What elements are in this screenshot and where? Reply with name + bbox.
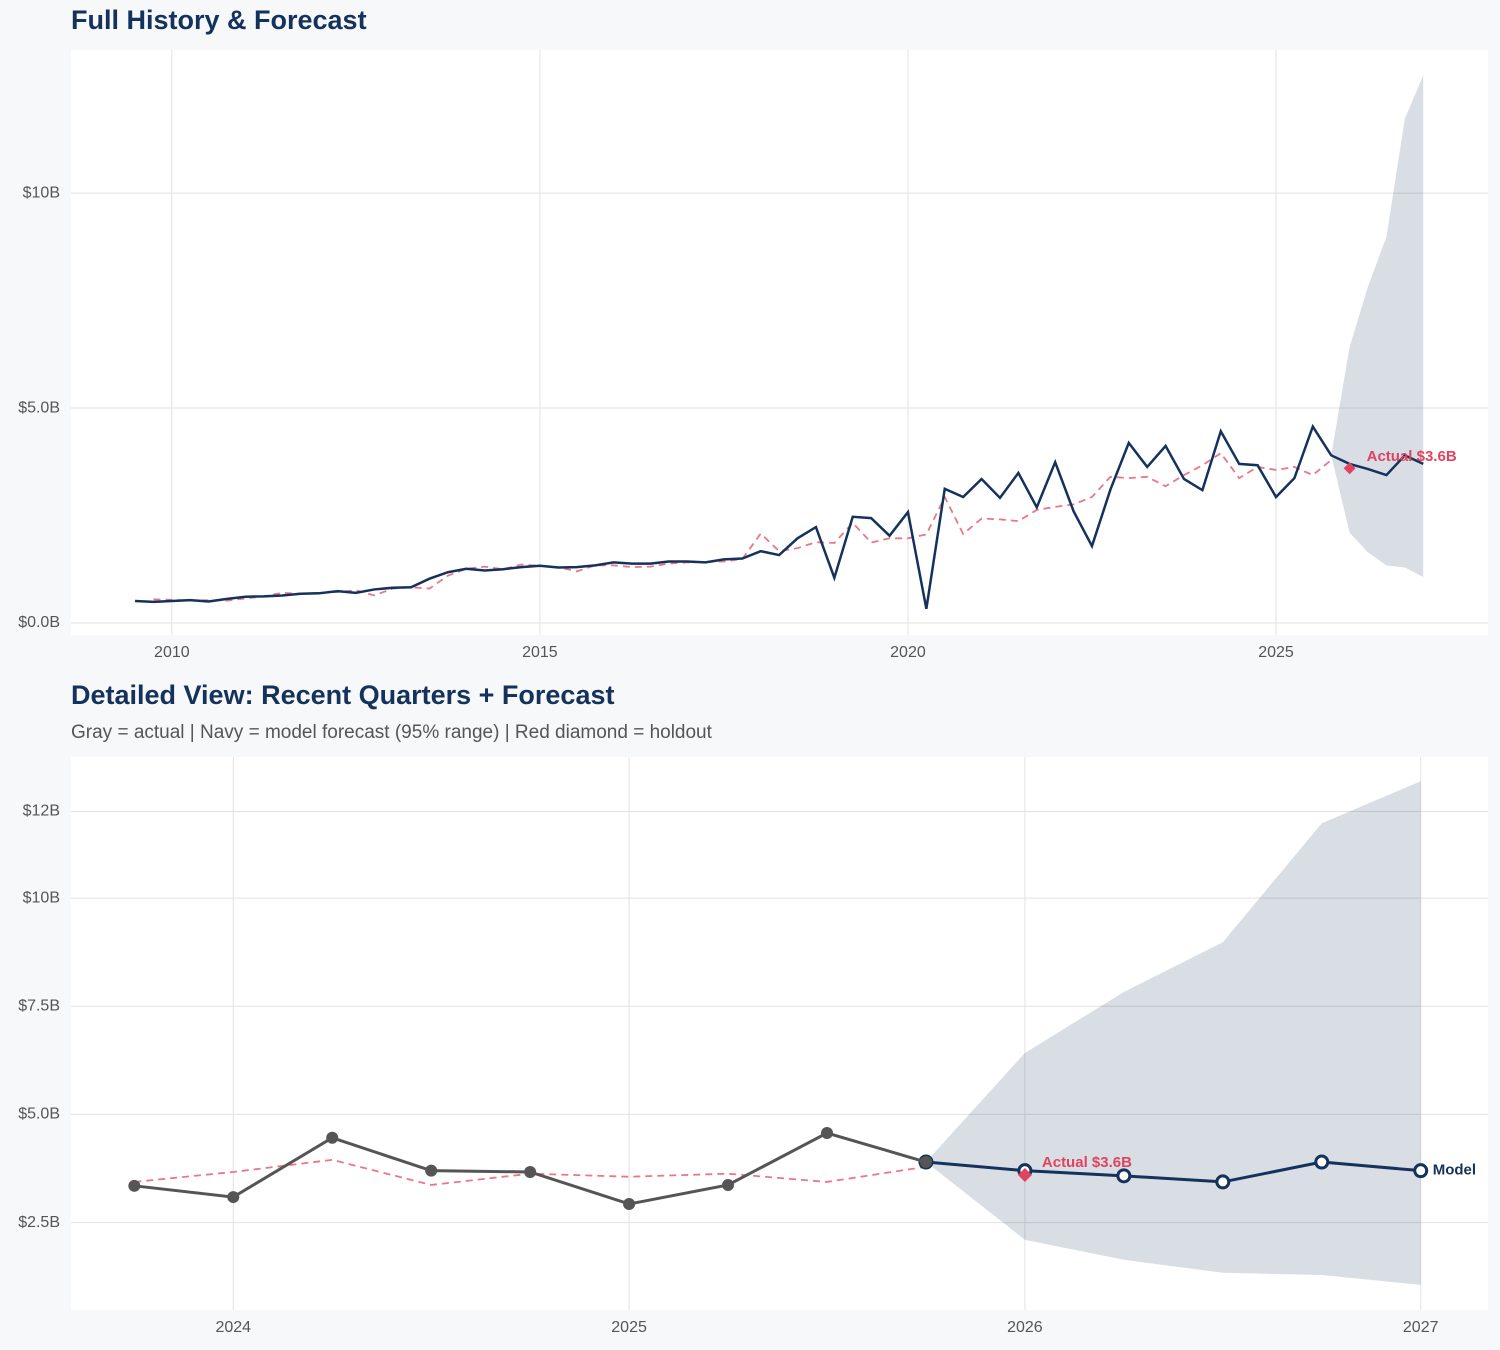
x-tick-label: 2024 [215, 1319, 251, 1336]
point-marker [820, 1127, 833, 1140]
point-marker [326, 1131, 339, 1144]
series-line [925, 1160, 1421, 1184]
y-tick-label: $12B [23, 803, 60, 820]
point-marker [1116, 1168, 1132, 1184]
y-tick-label: $10B [23, 889, 60, 906]
series-end-label: Model [1433, 1162, 1476, 1179]
point-marker [524, 1165, 537, 1178]
point-marker [623, 1197, 636, 1210]
y-tick-label: $2.5B [18, 1214, 60, 1231]
chart-title: Full History & Forecast [71, 5, 367, 35]
holdout-label: Actual $3.6B [1042, 1154, 1132, 1171]
point-marker [1413, 1163, 1429, 1179]
fitted-line [153, 451, 1332, 602]
holdout-label: Actual $3.6B [1367, 448, 1457, 465]
y-tick-label: $10B [23, 184, 60, 201]
plot-area [71, 757, 1488, 1310]
y-tick-label: $5.0B [18, 399, 60, 416]
series-line [134, 423, 1424, 610]
y-tick-label: $7.5B [18, 997, 60, 1014]
chart-subtitle: Gray = actual | Navy = model forecast (9… [71, 722, 713, 743]
x-tick-label: 2020 [890, 644, 926, 661]
chart-title: Detailed View: Recent Quarters + Forecas… [71, 680, 614, 710]
x-tick-label: 2010 [154, 644, 190, 661]
x-tick-label: 2027 [1403, 1319, 1439, 1336]
point-marker [1215, 1174, 1231, 1190]
point-marker [425, 1164, 438, 1177]
holdout-diamond [1017, 1167, 1032, 1182]
y-tick-label: $5.0B [18, 1106, 60, 1123]
forecast-band [925, 781, 1421, 1285]
point-marker [919, 1156, 932, 1169]
forecast-band [1331, 75, 1424, 577]
point-marker [1314, 1154, 1330, 1170]
y-tick-label: $0.0B [18, 614, 60, 631]
holdout-diamond [1343, 462, 1356, 475]
x-tick-label: 2015 [522, 644, 558, 661]
point-marker [227, 1191, 240, 1204]
x-tick-label: 2025 [1258, 644, 1294, 661]
point-marker [722, 1178, 735, 1191]
point-marker [128, 1179, 141, 1192]
x-tick-label: 2025 [611, 1319, 647, 1336]
x-tick-label: 2026 [1007, 1319, 1043, 1336]
plot-area [71, 50, 1488, 635]
